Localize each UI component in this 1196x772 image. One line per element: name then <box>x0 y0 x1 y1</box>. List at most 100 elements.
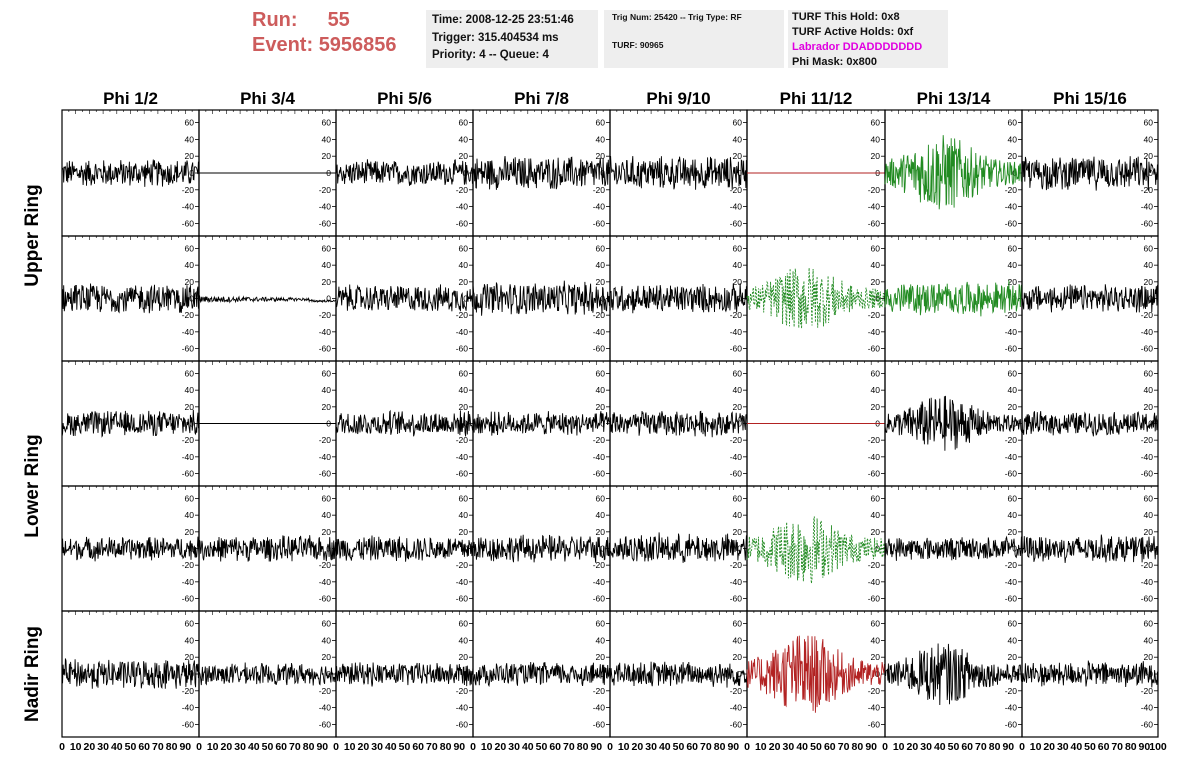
x-tick-label: 20 <box>907 741 919 753</box>
event-value: 5956856 <box>318 34 397 56</box>
y-tick-label: 60 <box>459 369 469 379</box>
y-tick-label: -40 <box>319 327 332 337</box>
y-tick-label: -20 <box>868 185 881 195</box>
column-label-6: Phi 11/12 <box>780 89 853 108</box>
y-tick-label: 20 <box>1008 277 1018 287</box>
y-tick-label: 20 <box>733 277 743 287</box>
x-tick-label: 80 <box>714 741 726 753</box>
y-tick-label: -20 <box>1141 310 1154 320</box>
y-tick-label: 60 <box>459 244 469 254</box>
y-tick-label: 60 <box>596 494 606 504</box>
y-tick-label: -60 <box>730 469 743 479</box>
y-tick-label: -40 <box>730 577 743 587</box>
waveform-r1-c1 <box>61 159 200 187</box>
y-tick-label: 20 <box>733 151 743 161</box>
event-line: Event: 5956856 <box>252 33 422 58</box>
y-tick-label: 20 <box>322 402 332 412</box>
y-tick-label: -20 <box>1005 560 1018 570</box>
x-tick-label: 60 <box>824 741 836 753</box>
y-tick-label: 0 <box>463 294 468 304</box>
waveform-r2-c2 <box>198 295 337 304</box>
y-tick-label: 20 <box>459 652 469 662</box>
y-tick-label: -60 <box>456 719 469 729</box>
y-tick-label: -40 <box>182 327 195 337</box>
y-tick-label: 0 <box>189 294 194 304</box>
y-tick-label: 60 <box>459 619 469 629</box>
waveform-r4-c8 <box>1021 534 1159 563</box>
y-tick-label: 40 <box>733 385 743 395</box>
y-tick-label: -20 <box>868 686 881 696</box>
priority-text: Priority: 4 -- Queue: 4 <box>432 49 549 61</box>
y-tick-label: 20 <box>185 151 195 161</box>
y-tick-label: 20 <box>733 402 743 412</box>
y-tick-label: -60 <box>1141 344 1154 354</box>
y-tick-label: 40 <box>185 510 195 520</box>
y-tick-label: -20 <box>456 310 469 320</box>
y-tick-label: 40 <box>1008 385 1018 395</box>
x-tick-label: 30 <box>645 741 657 753</box>
x-tick-label: 70 <box>426 741 438 753</box>
y-tick-label: 0 <box>875 294 880 304</box>
y-tick-label: 20 <box>1008 402 1018 412</box>
y-tick-label: -60 <box>1005 344 1018 354</box>
y-tick-label: 60 <box>596 118 606 128</box>
y-tick-label: 20 <box>1008 652 1018 662</box>
y-tick-label: 0 <box>1148 168 1153 178</box>
y-tick-label: 60 <box>871 494 881 504</box>
x-tick-label: 20 <box>1043 741 1055 753</box>
waveform-r4-c6 <box>746 516 886 584</box>
y-tick-label: -40 <box>319 577 332 587</box>
y-tick-label: 20 <box>322 527 332 537</box>
y-tick-label: 20 <box>1144 151 1154 161</box>
y-tick-label: -20 <box>868 560 881 570</box>
y-tick-label: -60 <box>1141 218 1154 228</box>
y-tick-label: -60 <box>182 218 195 228</box>
y-tick-label: 0 <box>600 419 605 429</box>
y-tick-label: 40 <box>1144 635 1154 645</box>
turf-this-hold-text: TURF This Hold: 0x8 <box>792 11 900 23</box>
waveform-r2-c3 <box>335 284 474 312</box>
column-label-4: Phi 7/8 <box>514 89 569 108</box>
y-tick-label: 20 <box>322 277 332 287</box>
x-tick-label: 90 <box>179 741 191 753</box>
ring-label-2: Lower Ring <box>22 434 43 537</box>
x-tick-label: 20 <box>769 741 781 753</box>
y-tick-label: 40 <box>185 134 195 144</box>
y-tick-label: -40 <box>730 327 743 337</box>
waveform-r1-c7 <box>884 135 1023 210</box>
y-tick-label: -40 <box>319 703 332 713</box>
x-tick-label: 0 <box>607 741 613 753</box>
y-tick-label: -60 <box>730 719 743 729</box>
y-tick-label: 60 <box>1144 369 1154 379</box>
waveform-r2-c4 <box>472 280 611 316</box>
y-tick-label: 40 <box>1144 260 1154 270</box>
y-tick-label: -20 <box>730 185 743 195</box>
event-label: Event: <box>252 34 314 56</box>
y-tick-label: -60 <box>182 719 195 729</box>
y-tick-label: -40 <box>593 452 606 462</box>
y-tick-label: 40 <box>596 635 606 645</box>
y-tick-label: -40 <box>456 327 469 337</box>
y-tick-label: -40 <box>868 452 881 462</box>
y-tick-label: -20 <box>1005 310 1018 320</box>
y-tick-label: -40 <box>868 577 881 587</box>
y-tick-label: 20 <box>596 527 606 537</box>
y-tick-label: 60 <box>322 244 332 254</box>
y-tick-label: -60 <box>868 469 881 479</box>
x-tick-label: 90 <box>865 741 877 753</box>
waveform-r4-c2 <box>198 535 337 562</box>
y-tick-label: 60 <box>596 619 606 629</box>
y-tick-label: -40 <box>182 703 195 713</box>
y-tick-label: -60 <box>319 719 332 729</box>
y-tick-label: -60 <box>456 469 469 479</box>
y-tick-label: -20 <box>593 310 606 320</box>
x-tick-label: 40 <box>934 741 946 753</box>
x-tick-label: 10 <box>70 741 82 753</box>
y-tick-label: -20 <box>182 560 195 570</box>
y-tick-label: -40 <box>1005 202 1018 212</box>
y-tick-label: -60 <box>456 594 469 604</box>
y-tick-label: -60 <box>456 344 469 354</box>
waveform-r5-c4 <box>472 661 611 688</box>
x-tick-label: 20 <box>632 741 644 753</box>
trigger-info-box: Trig Num: 25420 -- Trig Type: RF TURF: 9… <box>604 10 784 68</box>
